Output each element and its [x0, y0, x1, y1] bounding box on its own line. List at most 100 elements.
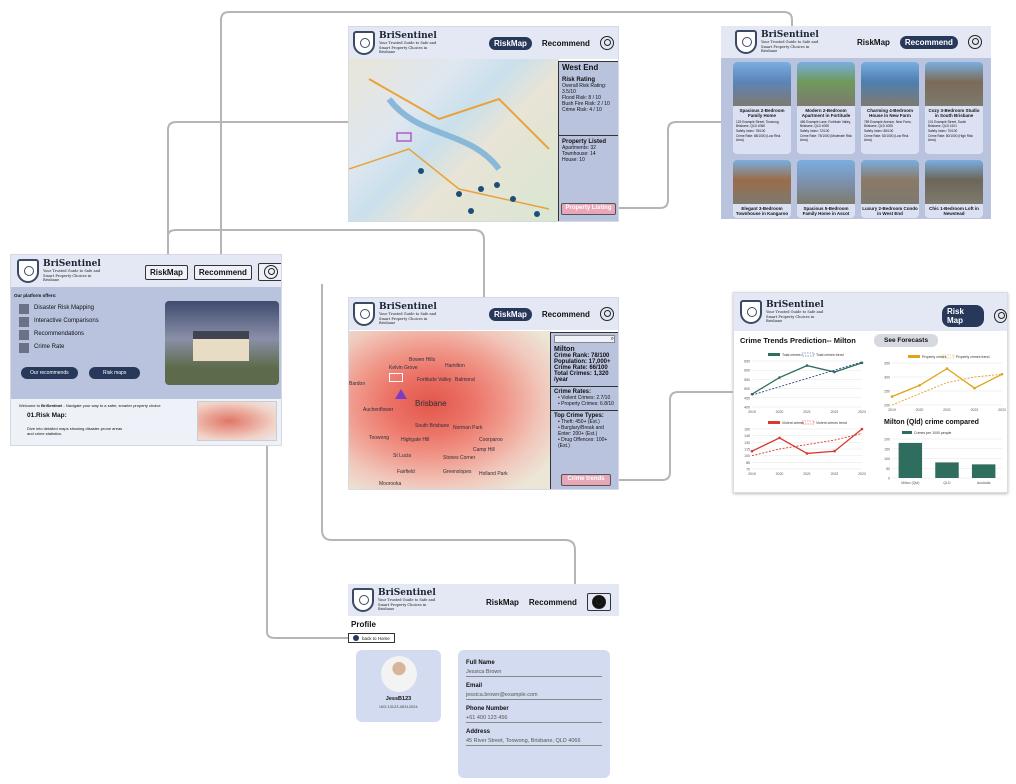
- legend-label: Total crimes trend: [816, 353, 844, 357]
- listing-addr: 101 Example Street, South Brisbane, QLD …: [928, 120, 967, 128]
- data-point: [833, 449, 836, 453]
- nav-recommend-button[interactable]: Recommend: [193, 264, 252, 280]
- westend-info-panel: West End Risk Rating Overall Risk Rating…: [558, 61, 618, 221]
- user-icon: [591, 595, 606, 609]
- listing-card[interactable]: Elegant 3-Bedroom Townhouse in Kangaroo: [733, 160, 791, 218]
- listing-photo: [925, 62, 983, 106]
- disaster-icon: [19, 303, 29, 314]
- address-field[interactable]: 45 River Street, Toowong, Brisbane, QLD …: [466, 738, 602, 746]
- user-icon[interactable]: [994, 309, 1007, 323]
- offer-label: Interactive Comparisons: [34, 318, 99, 324]
- user-icon[interactable]: [599, 36, 614, 50]
- y-tick-label: 100: [744, 454, 750, 458]
- brand-tagline: Your Trusted Guide to Safe and Smart Pro…: [378, 598, 436, 612]
- user-icon[interactable]: [599, 307, 614, 321]
- listing-card[interactable]: Modern 2-Bedroom Apartment in Fortitude 4…: [797, 62, 855, 154]
- search-input[interactable]: ⌕: [554, 335, 615, 343]
- x-tick-label: 2019: [748, 472, 756, 476]
- riskmap-thumbnail[interactable]: [197, 401, 277, 441]
- milton-crime-map[interactable]: Bowen Hills Hamilton Kelvin Grove Fortitude…: [349, 331, 552, 489]
- offer-label: Recommendations: [34, 331, 85, 337]
- nav-recommend-link[interactable]: Recommend: [541, 38, 590, 48]
- listing-card[interactable]: Luxury 2-Bedroom Condo in West End: [861, 160, 919, 218]
- map-logo[interactable]: BriSentinel Your Trusted Guide to Safe an…: [353, 31, 441, 55]
- property-listing-button[interactable]: Property Listing: [561, 203, 616, 215]
- nav-recommend-link[interactable]: Recommend: [541, 309, 590, 319]
- listing-photo: [797, 160, 855, 204]
- nav-riskmap-active[interactable]: RiskMap: [489, 307, 532, 321]
- listing-crime: Crime Rate: 80/1000 (High Risk Area): [928, 134, 973, 142]
- profile-title: Profile: [351, 620, 376, 629]
- suburb-label: Greenslopes: [443, 469, 472, 475]
- listing-title: Cozy 3-Bedroom Studio in South Brisbane: [928, 108, 980, 118]
- x-tick-label: Milton (Qld): [901, 481, 919, 485]
- nav-riskmap-link[interactable]: RiskMap: [857, 37, 890, 47]
- series-line: [751, 361, 863, 396]
- westend-map[interactable]: [349, 59, 559, 221]
- see-forecasts-button[interactable]: See Forecasts: [874, 334, 939, 347]
- listing-card[interactable]: Spacious 2-Bedroom Family Home 123 Exampl…: [733, 62, 791, 154]
- trends-logo[interactable]: BriSentinel Your Trusted Guide to Safe an…: [740, 300, 828, 324]
- x-tick-label: 2023: [858, 472, 866, 476]
- risk-maps-button[interactable]: Risk maps: [89, 367, 141, 379]
- profile-logo[interactable]: BriSentinel Your Trusted Guide to Safe an…: [352, 588, 440, 612]
- townhouse-count: Townhouse: 14: [562, 151, 596, 157]
- map-marker-icon: [389, 373, 403, 382]
- listing-safety: Safety Index: 70/100: [928, 129, 958, 133]
- our-recommends-button[interactable]: Our recommends: [21, 367, 78, 379]
- nav-riskmap-active[interactable]: Risk Map: [942, 305, 985, 327]
- search-icon: ⌕: [610, 336, 614, 342]
- listing-photo: [797, 62, 855, 106]
- trends-frame: BriSentinel Your Trusted Guide to Safe an…: [733, 292, 1008, 493]
- data-point: [945, 367, 949, 370]
- data-point: [805, 452, 809, 455]
- crime-risk: Crime Risk: 4 / 10: [562, 107, 602, 113]
- nav-riskmap-link[interactable]: RiskMap: [486, 597, 519, 607]
- brand-name: BriSentinel: [766, 300, 824, 311]
- profile-button[interactable]: [257, 263, 281, 281]
- legend-swatch: [801, 352, 815, 357]
- crime-rate: Crime Rate: 66/100: [554, 365, 608, 371]
- data-point: [778, 376, 781, 379]
- recommend-icon: [19, 329, 29, 340]
- listing-title: Elegant 3-Bedroom Townhouse in Kangaroo: [735, 206, 789, 216]
- listing-card[interactable]: Spacious 5-Bedroom Family Home in Ascot: [797, 160, 855, 218]
- burglary-count: Burglary/Break and Enter: 200+ (Est.): [558, 425, 604, 437]
- listing-card[interactable]: Cozy 3-Bedroom Studio in South Brisbane 1…: [925, 62, 983, 154]
- listing-card[interactable]: Chic 1-Bedroom Loft in Newstead: [925, 160, 983, 218]
- listing-card[interactable]: Charming 4-Bedroom House in New Farm 789 …: [861, 62, 919, 154]
- shield-logo-icon: [17, 259, 39, 283]
- phone-label: Phone Number: [466, 706, 509, 712]
- listing-title: Chic 1-Bedroom Loft in Newstead: [929, 206, 979, 216]
- shield-logo-icon: [352, 588, 374, 612]
- username: JessB123: [385, 696, 412, 702]
- full-name-field[interactable]: Jessica Brown: [466, 669, 602, 677]
- map-logo[interactable]: BriSentinel Your Trusted Guide to Safe an…: [353, 302, 441, 326]
- suburb-label: Balmoral: [455, 377, 475, 383]
- listing-safety: Safety Index: 85/100: [864, 129, 894, 133]
- profile-button-active[interactable]: [586, 593, 611, 611]
- legend-label: Violent crimes trend: [816, 421, 847, 425]
- home-logo[interactable]: BriSentinel Your Trusted Guide to Safe a…: [17, 259, 105, 283]
- y-tick-label: 100: [884, 457, 890, 461]
- phone-field[interactable]: +61 400 123 456: [466, 715, 602, 723]
- y-tick-label: 650: [744, 360, 750, 364]
- nav-recommend-link[interactable]: Recommend: [528, 597, 577, 607]
- nav-riskmap-button[interactable]: RiskMap: [145, 264, 188, 280]
- x-tick-label: 2021: [803, 410, 811, 414]
- trends-header: BriSentinel Your Trusted Guide to Safe an…: [734, 293, 1007, 331]
- listing-safety: Safety Index: 78/100: [736, 129, 766, 133]
- y-tick-label: 450: [744, 396, 750, 400]
- brand-tagline: Your Trusted Guide to Safe and Smart Pro…: [761, 40, 819, 54]
- y-tick-label: 250: [884, 390, 890, 394]
- user-icon: [263, 265, 278, 279]
- email-field[interactable]: jessica.brown@example.com: [466, 692, 602, 700]
- user-icon[interactable]: [967, 35, 982, 49]
- crime-trends-button[interactable]: Crime trends: [561, 474, 611, 486]
- recommend-logo[interactable]: BriSentinel Your Trusted Guide to Safe an…: [735, 30, 823, 54]
- back-to-home-button[interactable]: back to Home: [348, 633, 395, 643]
- nav-riskmap-active[interactable]: RiskMap: [489, 36, 532, 50]
- nav-recommend-active[interactable]: Recommend: [899, 35, 958, 49]
- property-rate: Property Crimes: 6.8/10: [561, 401, 614, 407]
